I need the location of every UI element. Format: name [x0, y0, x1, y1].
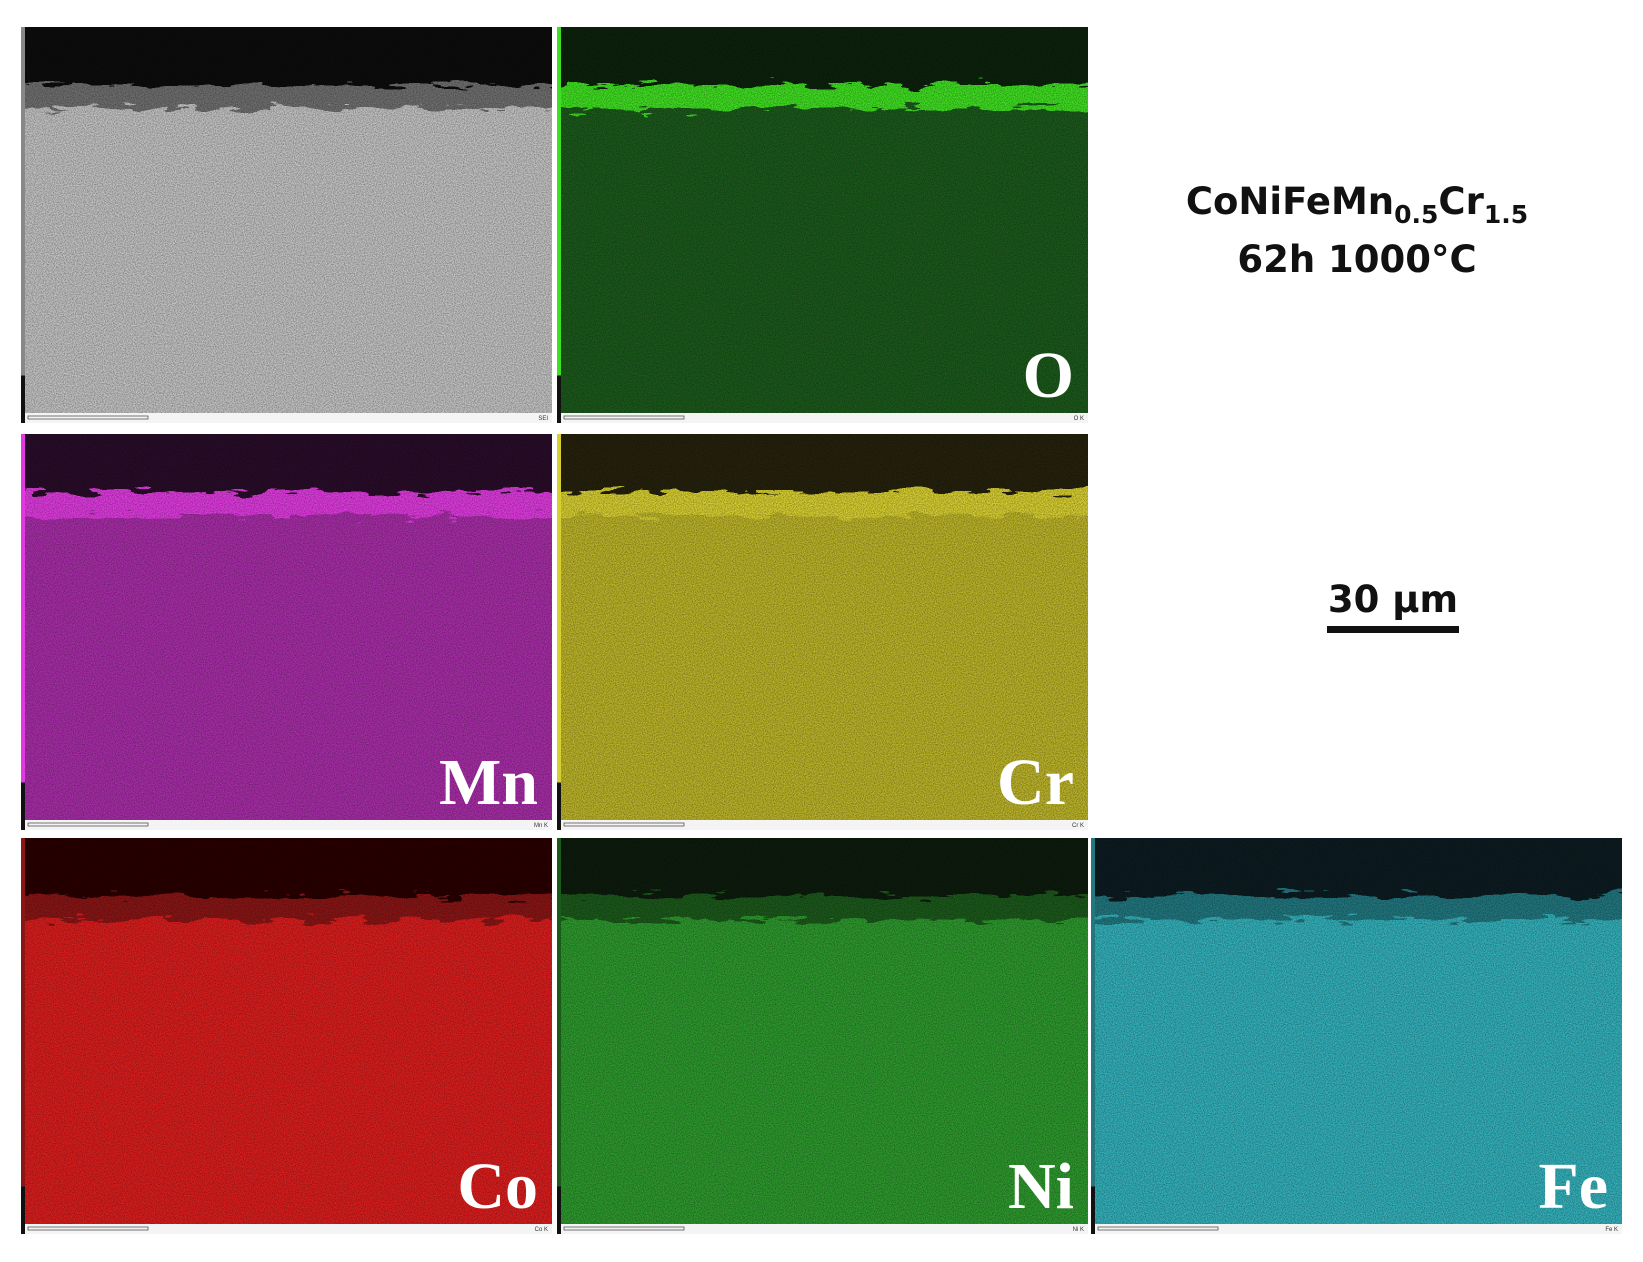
footer-label: O K — [1074, 416, 1084, 422]
panel-image: SEI — [23, 27, 552, 423]
element-label: Fe — [1538, 1150, 1608, 1223]
side-stripe-end — [557, 782, 561, 830]
scale-bar-label: 30 µm — [1328, 578, 1458, 621]
condition: 62h 1000°C — [1237, 238, 1476, 281]
map-panel: Co K Co — [21, 838, 552, 1234]
footer-strip — [1093, 1224, 1622, 1234]
side-stripe-end — [21, 1186, 25, 1234]
side-stripe — [21, 838, 25, 1187]
footer-label: Ni K — [1073, 1227, 1084, 1233]
footer-strip — [559, 1224, 1088, 1234]
mini-scale — [1097, 1226, 1219, 1231]
panel-image: O K — [559, 27, 1088, 423]
side-stripe — [557, 434, 561, 783]
side-stripe-end — [557, 375, 561, 423]
element-label: Co — [457, 1150, 538, 1223]
side-stripe-end — [21, 375, 25, 423]
map-panel: Ni K Ni — [557, 838, 1088, 1234]
footer-label: Cr K — [1072, 823, 1084, 829]
map-panel: Mn K Mn — [21, 434, 552, 830]
noise — [559, 27, 1088, 423]
element-label: Ni — [1008, 1150, 1074, 1223]
panels: SEI O KO Mn K Mn Cr K Cr Co K Co Ni K Ni Fe K Fe — [21, 27, 1622, 1234]
footer-strip — [23, 413, 552, 423]
map-panel: Cr K Cr — [557, 434, 1088, 830]
formula-subscript: 1.5 — [1484, 200, 1528, 229]
mini-scale — [563, 822, 685, 827]
mini-scale — [27, 415, 149, 420]
side-stripe — [21, 27, 25, 376]
scale-bar — [1327, 626, 1459, 633]
mini-scale — [27, 1226, 149, 1231]
mini-scale — [27, 822, 149, 827]
formula-subscript: 0.5 — [1394, 200, 1438, 229]
noise — [23, 434, 552, 830]
panel-image: Ni K — [559, 838, 1088, 1234]
formula: CoNiFeMn0.5Cr1.5 — [1186, 180, 1528, 229]
panel-image: Co K — [23, 838, 552, 1234]
side-stripe — [557, 27, 561, 376]
panel-image: Mn K — [23, 434, 552, 830]
side-stripe — [1091, 838, 1095, 1187]
side-stripe — [21, 434, 25, 783]
footer-strip — [559, 820, 1088, 830]
element-label: O — [1023, 339, 1074, 412]
footer-label: Mn K — [534, 823, 548, 829]
map-panel: O KO — [557, 27, 1088, 423]
noise — [559, 434, 1088, 830]
side-stripe — [557, 838, 561, 1187]
footer-strip — [559, 413, 1088, 423]
footer-strip — [23, 820, 552, 830]
noise — [559, 838, 1088, 1234]
noise — [23, 27, 552, 423]
footer-label: Fe K — [1605, 1227, 1618, 1233]
side-stripe-end — [557, 1186, 561, 1234]
element-label: Mn — [439, 746, 538, 819]
side-stripe-end — [1091, 1186, 1095, 1234]
map-panel: SEI — [21, 27, 552, 423]
panel-image: Cr K — [559, 434, 1088, 830]
mini-scale — [563, 1226, 685, 1231]
element-label: Cr — [997, 746, 1074, 819]
formula-part: Cr — [1438, 180, 1484, 223]
panel-image: Fe K — [1093, 838, 1622, 1234]
noise — [1093, 838, 1622, 1234]
footer-label: SEI — [538, 416, 548, 422]
footer-label: Co K — [535, 1227, 548, 1233]
side-stripe-end — [21, 782, 25, 830]
noise — [23, 838, 552, 1234]
mini-scale — [563, 415, 685, 420]
footer-strip — [23, 1224, 552, 1234]
formula-part: CoNiFeMn — [1186, 180, 1394, 223]
map-panel: Fe K Fe — [1091, 838, 1622, 1234]
